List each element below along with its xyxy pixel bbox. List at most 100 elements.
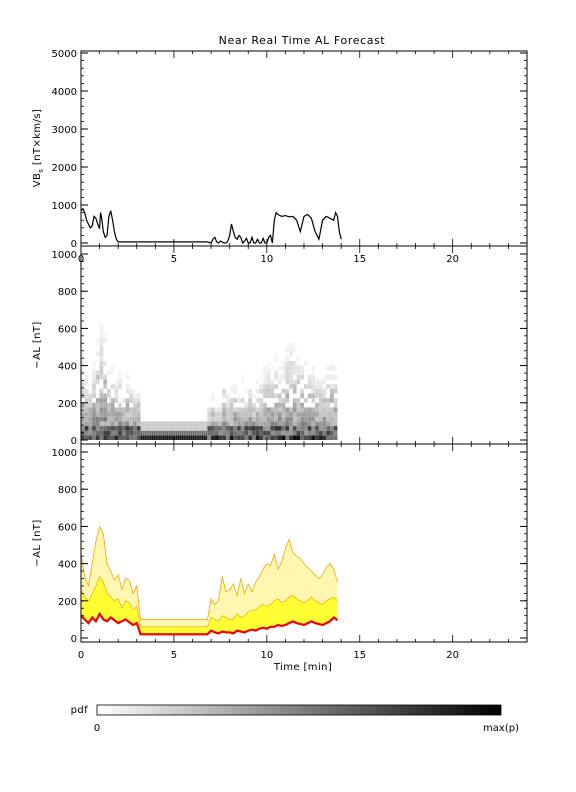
pdf-cell — [92, 379, 96, 385]
pdf-cell — [318, 426, 323, 431]
pdf-cell — [207, 421, 212, 427]
pdf-cell — [233, 435, 238, 440]
pdf-cell — [99, 374, 104, 380]
pdf-cell — [281, 374, 286, 380]
pdf-cell — [311, 370, 316, 375]
pdf-cell — [81, 379, 85, 385]
pdf-cell — [311, 398, 316, 403]
pdf-cell — [322, 379, 327, 385]
pdf-cell — [95, 351, 100, 357]
pdf-cell — [229, 421, 234, 427]
pdf-cell — [225, 416, 230, 422]
pdf-cell — [110, 426, 115, 431]
pdf-cell — [289, 365, 293, 371]
pdf-cell — [95, 379, 100, 385]
x-tick-label: 15 — [353, 254, 366, 265]
pdf-cell — [300, 426, 304, 431]
pdf-cell — [229, 402, 234, 408]
pdf-cell — [95, 421, 100, 427]
pdf-cell — [133, 416, 137, 422]
pdf-cell — [99, 333, 104, 338]
pdf-cell — [266, 388, 271, 394]
pdf-cell — [99, 342, 104, 347]
pdf-cell — [263, 374, 267, 380]
y-tick-label: 400 — [58, 560, 77, 571]
pdf-cell — [92, 393, 96, 399]
pdf-cell — [218, 435, 223, 440]
pdf-cell — [326, 426, 331, 431]
pdf-cell — [326, 398, 331, 403]
pdf-cell — [289, 407, 293, 413]
y-tick-label: 600 — [58, 324, 77, 335]
pdf-cell — [333, 407, 338, 413]
pdf-cell — [81, 402, 85, 408]
pdf-cell — [99, 337, 104, 343]
pdf-cell — [277, 374, 282, 380]
pdf-cell — [292, 430, 297, 436]
pdf-cell — [285, 360, 290, 366]
pdf-cell — [311, 430, 316, 436]
pdf-cell — [304, 416, 308, 422]
pdf-cell — [289, 426, 293, 431]
y-tick-label: 0 — [71, 239, 77, 250]
pdf-cell — [266, 421, 271, 427]
pdf-cell — [326, 430, 331, 436]
pdf-cell — [118, 379, 122, 385]
pdf-cell — [240, 426, 245, 431]
pdf-cell — [207, 412, 212, 417]
pdf-cell — [133, 398, 137, 403]
pdf-cell — [318, 416, 323, 422]
pdf-cell — [118, 374, 122, 380]
pdf-cell — [266, 379, 271, 385]
pdf-cell — [121, 412, 126, 417]
pdf-cell — [330, 398, 334, 403]
pdf-cell — [218, 430, 223, 436]
pdf-cell — [318, 412, 323, 417]
pdf-cell — [248, 421, 252, 427]
pdf-cell — [133, 430, 137, 436]
pdf-cell — [307, 430, 312, 436]
pdf-cell — [114, 407, 119, 413]
pdf-cell — [95, 337, 100, 343]
colorbar-min-label: 0 — [94, 723, 100, 734]
pdf-cell — [118, 407, 122, 413]
pdf-cell — [322, 402, 327, 408]
pdf-cell — [136, 402, 141, 408]
pdf-cell — [214, 426, 219, 431]
pdf-cell — [274, 416, 278, 422]
pdf-cell — [125, 388, 130, 394]
pdf-cell — [99, 402, 104, 408]
x-tick-label: 15 — [353, 650, 366, 661]
pdf-cell — [307, 379, 312, 385]
pdf-cell — [114, 388, 119, 394]
pdf-cell — [95, 435, 100, 440]
pdf-cell — [270, 430, 275, 436]
pdf-cell — [285, 347, 290, 352]
pdf-cell — [225, 421, 230, 427]
panel-al-pdf: 0 200 400 600 800 1000 −AL [nT] — [32, 245, 528, 447]
pdf-cell — [237, 412, 241, 417]
pdf-cell — [292, 365, 297, 371]
pdf-cell — [81, 421, 85, 427]
x-tick-label: 10 — [260, 650, 273, 661]
pdf-cell — [333, 374, 338, 380]
pdf-cell — [292, 416, 297, 422]
pdf-cell — [300, 402, 304, 408]
pdf-cell — [110, 402, 115, 408]
pdf-cell — [225, 430, 230, 436]
pdf-cell — [233, 416, 238, 422]
pdf-cell — [107, 407, 111, 413]
pdf-cell — [95, 374, 100, 380]
pdf-cell — [244, 435, 249, 440]
pdf-cell — [92, 360, 96, 366]
pdf-cell — [229, 435, 234, 440]
pdf-cell — [214, 416, 219, 422]
pdf-cell — [95, 407, 100, 413]
al-pdf-ylabel: −AL [nT] — [32, 321, 43, 368]
pdf-cell — [259, 402, 264, 408]
pdf-cell — [289, 384, 293, 389]
pdf-cell — [270, 388, 275, 394]
pdf-cell — [285, 435, 290, 440]
pdf-cell — [99, 323, 104, 329]
pdf-cell — [222, 388, 226, 394]
